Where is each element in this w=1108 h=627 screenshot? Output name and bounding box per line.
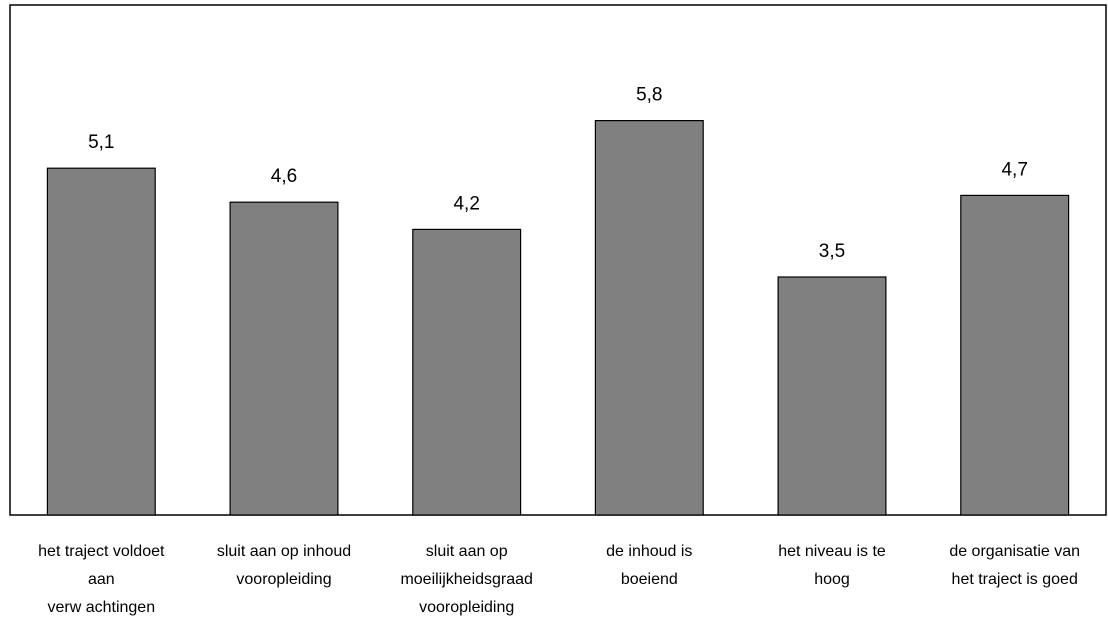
category-label-line: de inhoud is [606,543,692,560]
value-label-2: 4,2 [453,193,479,214]
bar-1 [229,201,339,516]
category-label-line: het traject voldoet [38,543,165,560]
value-label-3: 5,8 [636,85,662,106]
category-label-line: de organisatie van [949,543,1080,560]
category-label-2: sluit aan op moeilijkheidsgraad vooropleid… [400,543,533,616]
category-label-line: het niveau is te [778,543,886,560]
bar-0 [46,167,156,516]
category-label-line: boeiend [621,571,678,588]
value-labels-group: 5,1 4,6 4,2 5,8 3,5 4,7 [88,85,1028,262]
category-label-4: het niveau is te hoog [778,543,886,588]
value-label-4: 3,5 [819,241,845,262]
category-label-0: het traject voldoet aan verw achtingen [38,543,165,616]
category-label-line: moeilijkheidsgraad [400,571,533,588]
category-label-line: sluit aan op inhoud [217,543,351,560]
category-label-3: de inhoud is boeiend [606,543,692,588]
bars-group [46,119,1070,516]
category-label-5: de organisatie van het traject is goed [949,543,1080,588]
value-label-0: 5,1 [88,132,114,153]
bar-2 [412,228,522,516]
bar-5 [960,194,1070,516]
plot-frame [9,4,1107,516]
value-label-5: 4,7 [1001,159,1027,180]
category-label-line: het traject is goed [952,571,1078,588]
bar-3 [594,119,704,516]
value-label-1: 4,6 [271,166,297,187]
category-label-1: sluit aan op inhoud vooropleiding [217,543,351,588]
category-label-line: sluit aan op [426,543,508,560]
bar-4 [777,276,887,516]
category-label-line: vooropleiding [236,571,331,588]
category-label-line: hoog [814,571,850,588]
category-label-line: aan [88,571,115,588]
category-labels-group: het traject voldoet aan verw achtingen slui… [38,543,1080,616]
category-label-line: verw achtingen [47,599,155,616]
category-label-line: vooropleiding [419,599,514,616]
